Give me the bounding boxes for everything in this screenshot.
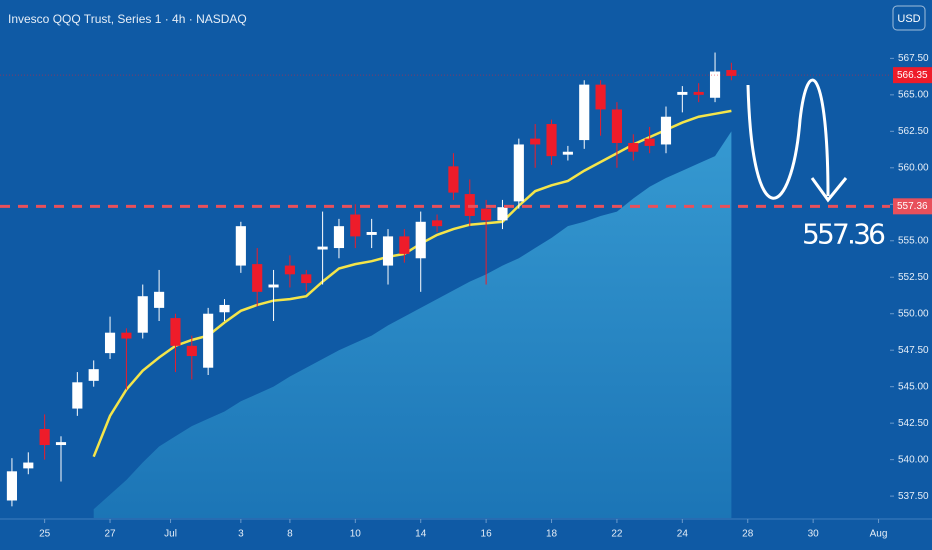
y-tick-label: 560.00 <box>898 162 929 173</box>
candle-body <box>137 296 148 333</box>
candle-body <box>6 471 18 501</box>
candle-body <box>611 109 623 143</box>
candle-body <box>121 332 132 339</box>
candle-body <box>235 226 246 266</box>
candle-body <box>481 208 492 221</box>
candle-body <box>628 142 639 152</box>
candle-body <box>72 382 83 409</box>
line <box>92 109 732 458</box>
y-tick-label: 540.00 <box>898 454 929 465</box>
candle-body <box>186 345 197 357</box>
candle-body <box>546 124 557 157</box>
level-annotation: 557.36 <box>802 217 886 250</box>
x-tick-label: 16 <box>481 529 493 540</box>
y-tick-label: 567.50 <box>898 53 929 64</box>
chart-title: Invesco QQQ Trust, Series 1 · 4h · NASDA… <box>8 12 247 26</box>
currency-label[interactable]: USD <box>897 13 920 25</box>
candle-body <box>432 220 443 227</box>
y-tick-label: 542.50 <box>898 418 929 429</box>
y-tick-label: 545.00 <box>898 381 929 392</box>
y-tick-label: 552.50 <box>898 272 929 283</box>
x-tick-label: 8 <box>287 529 293 540</box>
candle-body <box>268 284 279 288</box>
candle-body <box>595 84 606 110</box>
level-badge <box>893 198 932 215</box>
candle-body <box>497 207 508 221</box>
x-tick-label: Jul <box>164 529 177 540</box>
x-tick-label: 14 <box>415 529 427 540</box>
candle-body <box>88 369 99 381</box>
x-tick-label: 27 <box>104 529 116 540</box>
y-tick-label: 565.00 <box>898 89 929 100</box>
arrow-head <box>810 177 848 203</box>
candle-body <box>104 332 116 354</box>
candle-body <box>350 214 361 237</box>
candle-body <box>252 264 263 292</box>
last-price-label: 566.35 <box>897 70 928 81</box>
candle-body <box>448 166 459 193</box>
currency-button[interactable] <box>892 5 926 31</box>
x-tick-label: 30 <box>808 529 820 540</box>
candle-body <box>301 274 312 284</box>
x-tick-label: 22 <box>611 529 623 540</box>
candle-body <box>562 151 573 155</box>
x-tick-label: 3 <box>238 529 244 540</box>
candle-body <box>677 91 688 95</box>
y-tick-label: 547.50 <box>898 345 929 356</box>
y-tick-label: 550.00 <box>898 308 929 319</box>
candle-body <box>154 291 165 308</box>
x-tick-label: 18 <box>546 529 558 540</box>
candle-body <box>333 226 345 249</box>
x-tick-label: 25 <box>39 529 51 540</box>
last-price-badge <box>893 67 932 84</box>
level-badge-label: 557.36 <box>897 201 928 212</box>
candle-body <box>170 318 181 346</box>
candle-body <box>644 138 655 146</box>
plot-area <box>6 52 737 518</box>
candle-body <box>709 71 721 98</box>
candle-body <box>399 236 410 254</box>
candle-body <box>726 70 737 76</box>
candle-body <box>366 232 377 235</box>
candle-body <box>23 462 34 469</box>
y-tick-label: 562.50 <box>898 126 929 137</box>
candle-body <box>513 144 524 202</box>
candle-body <box>55 442 67 446</box>
y-tick-label: 555.00 <box>898 235 929 246</box>
candle-body <box>415 221 426 259</box>
x-tick-label: Aug <box>870 529 888 540</box>
arrow-curve <box>746 78 830 200</box>
x-tick-label: 10 <box>350 529 362 540</box>
x-tick-label: 28 <box>742 529 754 540</box>
candle-body <box>317 246 328 250</box>
area <box>93 131 732 518</box>
candle-body <box>382 236 394 266</box>
candle-body <box>530 138 541 145</box>
x-tick-label: 24 <box>677 529 689 540</box>
candle-body <box>579 84 590 141</box>
candle-body <box>660 116 672 145</box>
candle-body <box>693 91 704 95</box>
candle-body <box>39 428 50 446</box>
candle-body <box>284 265 295 275</box>
y-tick-label: 537.50 <box>898 491 929 502</box>
candle-body <box>219 304 230 313</box>
candle-body <box>203 313 214 368</box>
